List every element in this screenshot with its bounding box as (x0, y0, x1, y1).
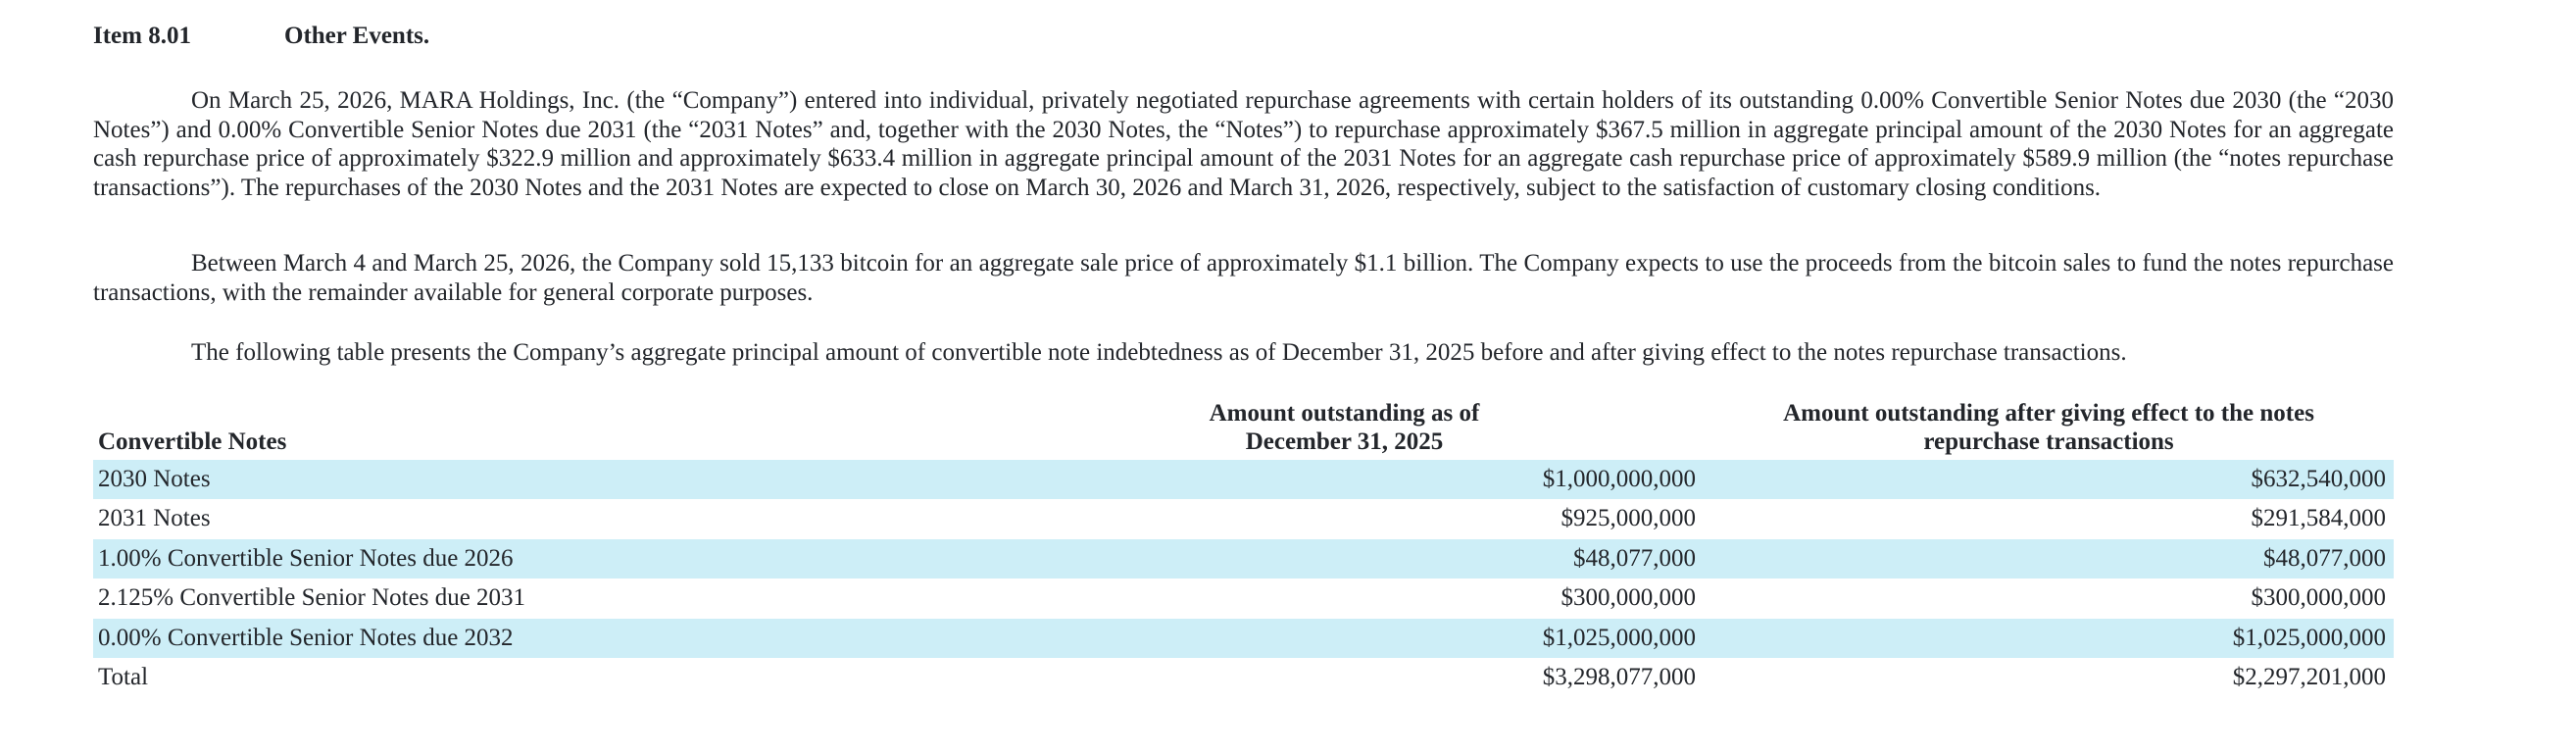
table-row-2031-notes: 2031 Notes $925,000,000 $291,584,000 (93, 499, 2394, 539)
amount-after-cell: $1,025,000,000 (1704, 618, 2394, 658)
note-label-cell: 1.00% Convertible Senior Notes due 2026 (93, 538, 985, 579)
amount-before-cell: $48,077,000 (985, 538, 1704, 579)
column-header-amount-after-line2: repurchase transactions (1923, 428, 2174, 455)
paragraph-repurchase-agreements: On March 25, 2026, MARA Holdings, Inc. (… (93, 87, 2394, 201)
column-header-amount-after: Amount outstanding after giving effect t… (1704, 399, 2394, 460)
table-row-2032-notes: 0.00% Convertible Senior Notes due 2032 … (93, 618, 2394, 658)
amount-after-cell: $48,077,000 (1704, 538, 2394, 579)
document-page: Item 8.01 Other Events. On March 25, 2026… (93, 22, 2394, 698)
table-row-2026-notes: 1.00% Convertible Senior Notes due 2026 … (93, 538, 2394, 579)
amount-after-cell: $291,584,000 (2251, 505, 2387, 531)
column-header-convertible-notes: Convertible Notes (98, 428, 287, 455)
column-header-amount-before-line1: Amount outstanding as of (1209, 399, 1480, 427)
item-heading: Item 8.01 Other Events. (93, 22, 2394, 51)
note-label-cell: 0.00% Convertible Senior Notes due 2032 (93, 618, 985, 658)
total-amount-before-cell: $3,298,077,000 (1542, 664, 1696, 690)
table-header-row: Convertible Notes Amount outstanding as … (93, 399, 2394, 460)
table-row-2030-notes: 2030 Notes $1,000,000,000 $632,540,000 (93, 459, 2394, 499)
column-header-amount-before-line2: December 31, 2025 (1245, 428, 1444, 455)
item-title: Other Events. (284, 23, 430, 49)
amount-before-cell: $300,000,000 (1560, 584, 1697, 611)
amount-after-cell: $300,000,000 (2251, 584, 2387, 611)
note-label-cell: 2030 Notes (93, 459, 985, 499)
column-header-amount-after-line1: Amount outstanding after giving effect t… (1783, 399, 2314, 427)
item-number: Item 8.01 (93, 23, 191, 49)
paragraph-table-intro: The following table presents the Company… (191, 339, 2127, 366)
total-amount-after-cell: $2,297,201,000 (2232, 664, 2386, 690)
total-label-cell: Total (98, 664, 149, 690)
amount-before-cell: $1,000,000,000 (985, 459, 1704, 499)
convertible-notes-table: Convertible Notes Amount outstanding as … (93, 399, 2394, 698)
amount-after-cell: $632,540,000 (1704, 459, 2394, 499)
column-header-amount-before: Amount outstanding as of December 31, 20… (985, 399, 1704, 460)
amount-before-cell: $1,025,000,000 (985, 618, 1704, 658)
table-row-total: Total $3,298,077,000 $2,297,201,000 (93, 658, 2394, 698)
table-row-2125-notes-2031: 2.125% Convertible Senior Notes due 2031… (93, 579, 2394, 619)
amount-before-cell: $925,000,000 (1560, 505, 1697, 531)
note-label-cell: 2031 Notes (98, 505, 211, 531)
note-label-cell: 2.125% Convertible Senior Notes due 2031 (98, 584, 526, 611)
paragraph-bitcoin-sales: Between March 4 and March 25, 2026, the … (93, 250, 2394, 306)
